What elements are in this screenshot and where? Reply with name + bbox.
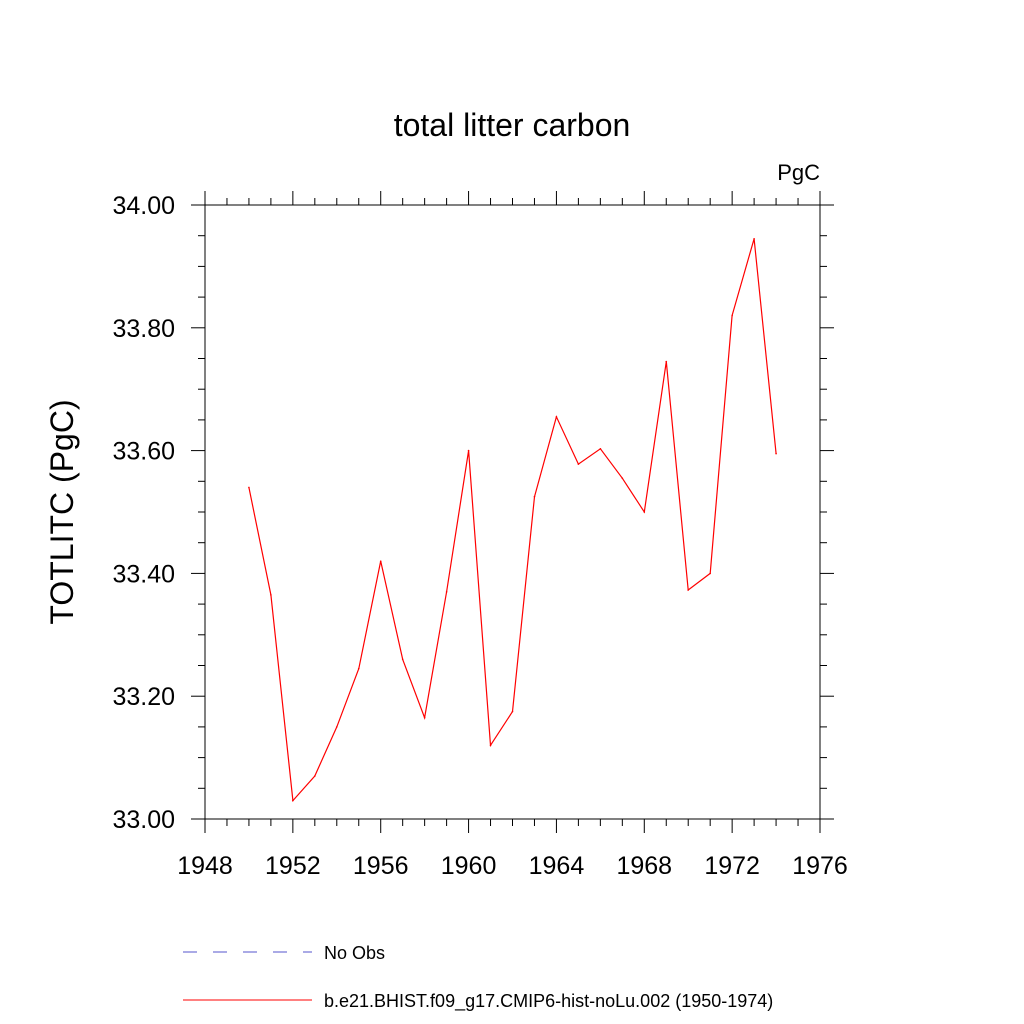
legend: No Obs b.e21.BHIST.f09_g17.CMIP6-hist-noL… — [183, 943, 773, 1012]
data-point — [314, 775, 316, 777]
x-tick-label: 1952 — [265, 852, 321, 880]
data-point — [709, 572, 711, 575]
data-point — [511, 710, 514, 713]
axis-ticks — [191, 191, 834, 833]
data-point — [270, 594, 272, 596]
x-tick-label: 1948 — [177, 852, 233, 880]
data-point — [555, 416, 558, 418]
y-tick-label: 33.40 — [112, 560, 175, 588]
units-label: PgC — [777, 160, 820, 185]
data-point — [599, 447, 602, 450]
series-line — [248, 238, 777, 803]
legend-label: No Obs — [324, 943, 385, 963]
data-point — [577, 463, 580, 465]
data-point — [665, 360, 668, 363]
plot-frame — [204, 204, 821, 820]
series-layer — [248, 237, 777, 803]
data-point — [401, 658, 404, 661]
data-point — [357, 667, 360, 670]
data-point — [731, 314, 733, 317]
data-point — [621, 477, 624, 480]
legend-label: b.e21.BHIST.f09_g17.CMIP6-hist-noLu.002 … — [324, 991, 773, 1012]
data-point — [379, 560, 382, 562]
y-tick-label: 34.00 — [112, 192, 175, 220]
x-tick-label: 1968 — [616, 852, 672, 880]
y-tick-label: 33.80 — [112, 315, 175, 343]
x-tick-label: 1972 — [704, 852, 760, 880]
data-point — [445, 591, 448, 593]
data-point — [335, 726, 338, 728]
data-point — [423, 716, 426, 719]
data-point — [467, 449, 470, 452]
tick-labels: 1948 1952 1956 1960 1964 1968 1972 1976 33.00 33.… — [112, 192, 847, 880]
x-tick-label: 1976 — [792, 852, 848, 880]
data-point — [489, 744, 492, 747]
chart-title: total litter carbon — [394, 107, 631, 143]
data-point — [292, 799, 294, 802]
y-tick-label: 33.20 — [112, 683, 175, 711]
y-tick-label: 33.00 — [112, 806, 175, 834]
data-point — [687, 589, 690, 591]
data-point — [753, 237, 755, 240]
x-tick-label: 1956 — [353, 852, 409, 880]
y-axis-label: TOTLITC (PgC) — [44, 399, 80, 624]
data-point — [248, 486, 250, 489]
data-point — [533, 495, 536, 498]
data-point — [643, 511, 646, 513]
data-point — [775, 452, 777, 455]
y-tick-label: 33.60 — [112, 438, 175, 466]
x-tick-label: 1960 — [441, 852, 497, 880]
x-tick-label: 1964 — [529, 852, 585, 880]
